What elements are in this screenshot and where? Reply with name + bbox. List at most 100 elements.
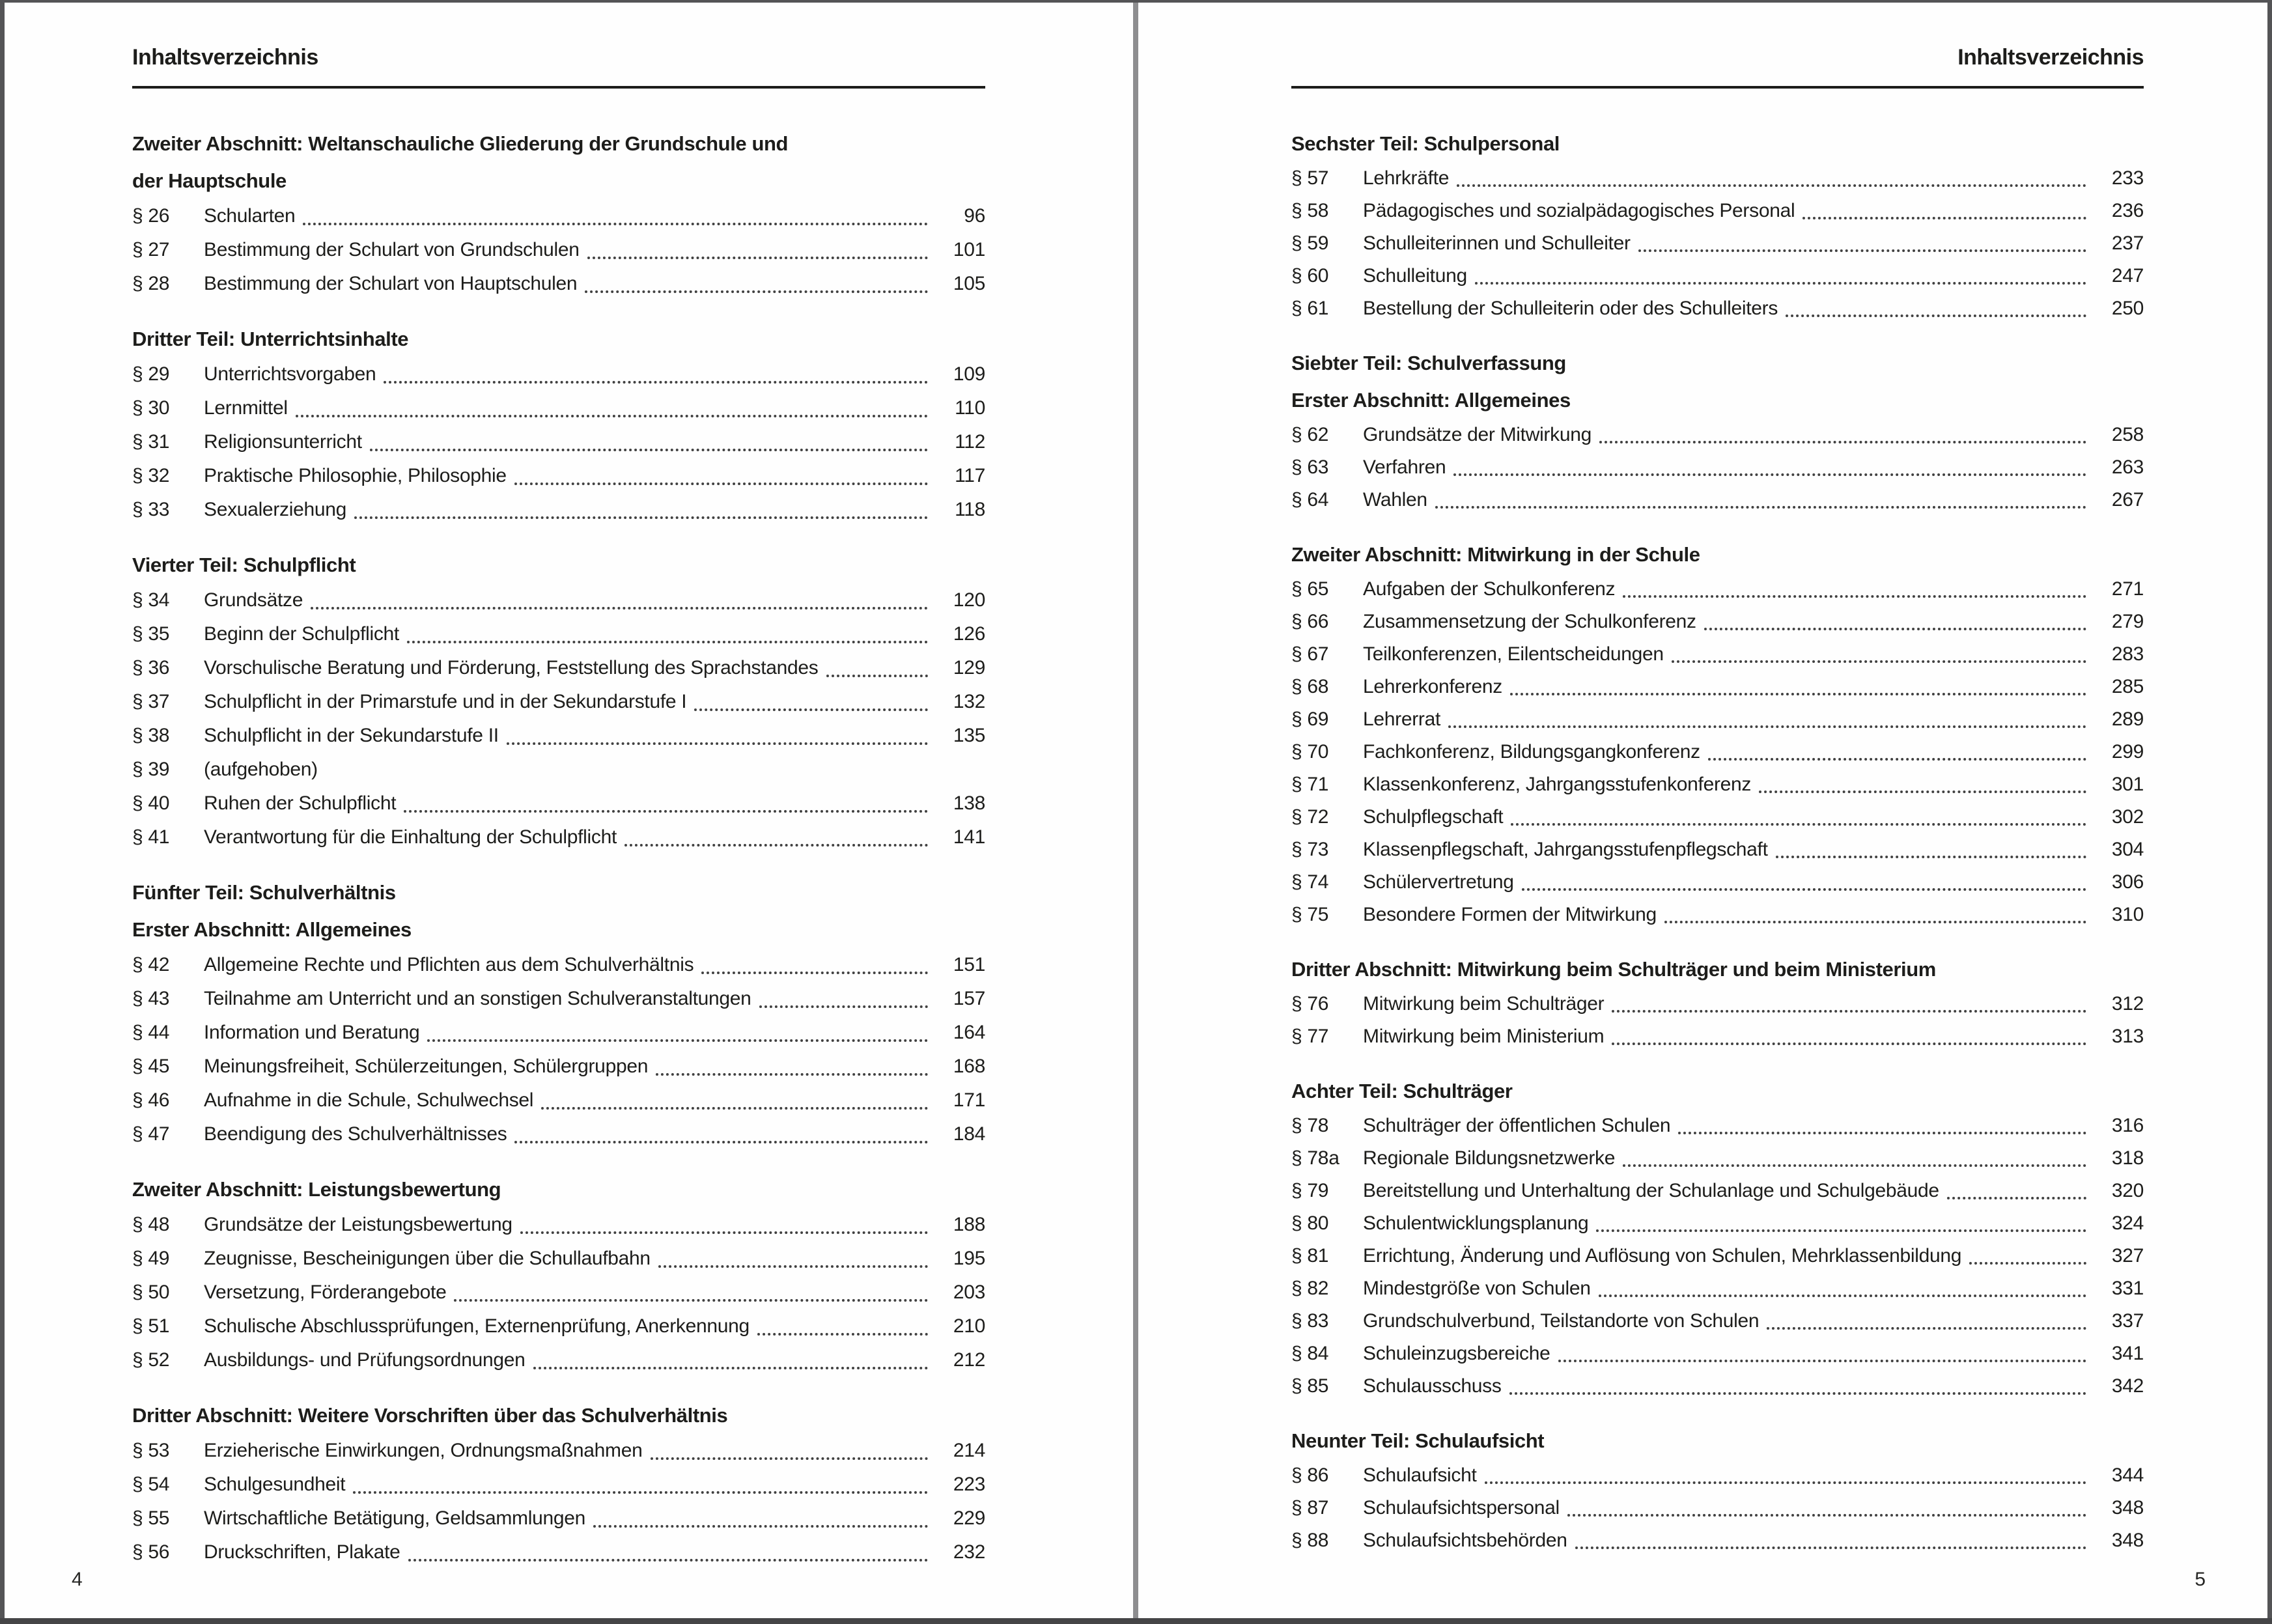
entry-title: Besondere Formen der Mitwirkung <box>1363 904 1657 925</box>
entry-paragraph-label: § 52 <box>132 1349 170 1371</box>
entry-title: Teilkonferenzen, Eilentscheidungen <box>1363 643 1664 665</box>
toc-entry: § 82 Mindestgröße von Schulen 331 <box>1291 1272 2144 1305</box>
entry-title: Praktische Philosophie, Philosophie <box>204 465 507 486</box>
running-head-right: Inhaltsverzeichnis <box>1957 45 2144 70</box>
entry-paragraph-label: § 60 <box>1291 265 1329 287</box>
entry-page-number: 214 <box>953 1440 985 1461</box>
dot-leader <box>541 1107 928 1110</box>
toc-entry: § 38 Schulpflicht in der Sekundarstufe II… <box>132 719 985 753</box>
toc-section-heading: Dritter Abschnitt: Mitwirkung beim Schul… <box>1291 958 1936 981</box>
entry-paragraph-label: § 82 <box>1291 1278 1329 1299</box>
entry-paragraph-label: § 71 <box>1291 774 1329 795</box>
entry-title: Teilnahme am Unterricht und an sonstigen… <box>204 988 751 1009</box>
entry-page-number: 112 <box>955 431 985 453</box>
dot-leader <box>593 1525 928 1528</box>
toc-entry: § 88 Schulaufsichtsbehörden 348 <box>1291 1524 2144 1557</box>
toc-entry: § 65 Aufgaben der Schulkonferenz 271 <box>1291 573 2144 606</box>
toc-entry: § 63 Verfahren 263 <box>1291 451 2144 484</box>
entry-paragraph-label: § 32 <box>132 465 170 486</box>
entry-title: Aufgaben der Schulkonferenz <box>1363 578 1616 600</box>
entry-title: Religionsunterricht <box>204 431 362 453</box>
entry-paragraph-label: § 40 <box>132 792 170 814</box>
entry-paragraph-label: § 31 <box>132 431 170 453</box>
entry-title: Schulaufsicht <box>1363 1464 1477 1486</box>
entry-title: Zeugnisse, Bescheinigungen über die Schu… <box>204 1248 651 1269</box>
entry-page-number: 327 <box>2111 1245 2144 1267</box>
toc-entry: § 68 Lehrerkonferenz 285 <box>1291 671 2144 703</box>
toc-entry: § 54 Schulgesundheit 223 <box>132 1468 985 1502</box>
entry-page-number: 141 <box>953 826 985 848</box>
dot-leader <box>1435 506 2086 509</box>
entry-paragraph-label: § 45 <box>132 1056 170 1077</box>
toc-entry: § 36 Vorschulische Beratung und Förderung… <box>132 651 985 685</box>
toc-entry: § 78a Regionale Bildungsnetzwerke 318 <box>1291 1142 2144 1175</box>
entry-title: Meinungsfreiheit, Schülerzeitungen, Schü… <box>204 1056 649 1077</box>
entry-title: Ruhen der Schulpflicht <box>204 792 397 814</box>
toc-section: Achter Teil: Schulträger § 78 Schulträger … <box>1291 1072 2144 1403</box>
toc-entry: § 84 Schuleinzugsbereiche 341 <box>1291 1337 2144 1370</box>
entry-paragraph-label: § 33 <box>132 499 170 520</box>
toc-entry: § 59 Schulleiterinnen und Schulleiter 237 <box>1291 227 2144 260</box>
entry-title: Bestellung der Schulleiterin oder des Sc… <box>1363 298 1778 319</box>
dot-leader <box>826 675 928 677</box>
dot-leader <box>694 708 928 711</box>
entry-paragraph-label: § 62 <box>1291 424 1329 445</box>
entry-page-number: 337 <box>2111 1310 2144 1332</box>
entry-paragraph-label: § 78a <box>1291 1147 1339 1169</box>
dot-leader <box>585 290 928 293</box>
entry-paragraph-label: § 41 <box>132 826 170 848</box>
entry-page-number: 132 <box>953 691 985 712</box>
toc-entry: § 77 Mitwirkung beim Ministerium 313 <box>1291 1020 2144 1053</box>
entry-paragraph-label: § 70 <box>1291 741 1329 763</box>
entry-page-number: 342 <box>2111 1375 2144 1397</box>
toc-entry: § 73 Klassenpflegschaft, Jahrgangsstufenp… <box>1291 833 2144 866</box>
entry-paragraph-label: § 39 <box>132 759 170 780</box>
toc-entry: § 86 Schulaufsicht 344 <box>1291 1459 2144 1492</box>
entry-title: Lehrkräfte <box>1363 167 1450 189</box>
entry-paragraph-label: § 74 <box>1291 871 1329 893</box>
entry-paragraph-label: § 42 <box>132 954 170 975</box>
entry-paragraph-label: § 72 <box>1291 806 1329 828</box>
entry-paragraph-label: § 79 <box>1291 1180 1329 1201</box>
toc-section-heading: Achter Teil: Schulträger <box>1291 1080 1513 1102</box>
toc-entry: § 44 Information und Beratung 164 <box>132 1016 985 1050</box>
entry-title: Lernmittel <box>204 397 288 419</box>
toc-entry: § 67 Teilkonferenzen, Eilentscheidungen 28… <box>1291 638 2144 671</box>
entry-title: Mindestgröße von Schulen <box>1363 1278 1591 1299</box>
toc-entry: § 49 Zeugnisse, Bescheinigungen über die … <box>132 1242 985 1276</box>
toc-entry: § 61 Bestellung der Schulleiterin oder de… <box>1291 292 2144 325</box>
toc-entry: § 52 Ausbildungs- und Prüfungsordnungen 21… <box>132 1343 985 1377</box>
entry-paragraph-label: § 78 <box>1291 1115 1329 1136</box>
entry-page-number: 237 <box>2111 232 2144 254</box>
entry-title: Sexualerziehung <box>204 499 346 520</box>
entry-title: Schülervertretung <box>1363 871 1514 893</box>
entry-paragraph-label: § 29 <box>132 363 170 385</box>
entry-page-number: 164 <box>953 1022 985 1043</box>
entry-paragraph-label: § 37 <box>132 691 170 712</box>
dot-leader <box>1596 1229 2086 1232</box>
entry-paragraph-label: § 67 <box>1291 643 1329 665</box>
entry-page-number: 331 <box>2111 1278 2144 1299</box>
entry-page-number: 223 <box>953 1474 985 1495</box>
toc-entry: § 33 Sexualerziehung 118 <box>132 493 985 527</box>
entry-page-number: 233 <box>2111 167 2144 189</box>
page-right: Inhaltsverzeichnis Sechster Teil: Schulp… <box>1138 3 2267 1618</box>
entry-page-number: 267 <box>2111 489 2144 511</box>
entry-title: Schulleiterinnen und Schulleiter <box>1363 232 1631 254</box>
toc-entry: § 79 Bereitstellung und Unterhaltung der … <box>1291 1175 2144 1207</box>
entry-page-number: 341 <box>2111 1343 2144 1364</box>
entry-paragraph-label: § 30 <box>132 397 170 419</box>
entry-title: Schulpflicht in der Primarstufe und in d… <box>204 691 687 712</box>
entry-page-number: 313 <box>2111 1026 2144 1047</box>
toc-entry: § 57 Lehrkräfte 233 <box>1291 162 2144 195</box>
dot-leader <box>1802 217 2086 219</box>
entry-title: Versetzung, Förderangebote <box>204 1281 447 1303</box>
entry-page-number: 117 <box>955 465 985 486</box>
entry-title: Schularten <box>204 205 296 227</box>
entry-title: Vorschulische Beratung und Förderung, Fe… <box>204 657 819 679</box>
toc-entry: § 80 Schulentwicklungsplanung 324 <box>1291 1207 2144 1240</box>
dot-leader <box>520 1231 928 1234</box>
toc-section: Dritter Abschnitt: Mitwirkung beim Schul… <box>1291 951 2144 1053</box>
dot-leader <box>701 972 928 974</box>
dot-leader <box>404 810 928 813</box>
